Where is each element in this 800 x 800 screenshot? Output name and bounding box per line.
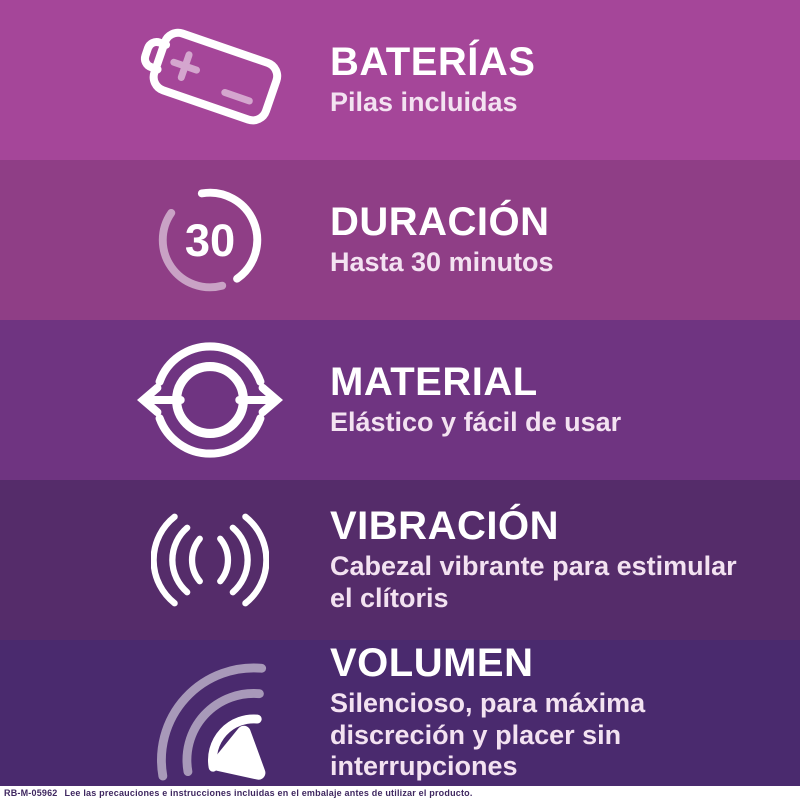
- disclaimer-text: Lee las precauciones e instrucciones inc…: [64, 788, 473, 798]
- feature-row-duracion: 30 DURACIÓN Hasta 30 minutos: [0, 160, 800, 320]
- low-volume-speaker-icon: [105, 644, 315, 782]
- feature-text-duracion: DURACIÓN Hasta 30 minutos: [315, 202, 760, 279]
- feature-title: BATERÍAS: [330, 39, 536, 84]
- feature-row-volumen: VOLUMEN Silencioso, para máxima discreci…: [0, 640, 800, 786]
- disclaimer-bar: RB-M-05962 Lee las precauciones e instru…: [0, 786, 800, 800]
- feature-subtitle: Pilas incluidas: [330, 86, 518, 117]
- vibration-waves-icon: [105, 498, 315, 622]
- elastic-stretch-icon: [105, 329, 315, 471]
- feature-row-baterias: BATERÍAS Pilas incluidas: [0, 0, 800, 160]
- feature-text-material: MATERIAL Elástico y fácil de usar: [315, 362, 760, 439]
- feature-row-material: MATERIAL Elástico y fácil de usar: [0, 320, 800, 480]
- feature-row-vibracion: VIBRACIÓN Cabezal vibrante para estimula…: [0, 480, 800, 640]
- timer-30-icon: 30: [105, 176, 315, 304]
- feature-text-volumen: VOLUMEN Silencioso, para máxima discreci…: [315, 643, 760, 784]
- product-code: RB-M-05962: [4, 788, 58, 798]
- feature-subtitle: Silencioso, para máxima discreción y pla…: [330, 687, 646, 782]
- feature-title: VIBRACIÓN: [330, 503, 559, 548]
- feature-title: VOLUMEN: [330, 640, 534, 685]
- feature-subtitle: Hasta 30 minutos: [330, 246, 554, 277]
- timer-value: 30: [185, 215, 235, 266]
- feature-title: MATERIAL: [330, 359, 538, 404]
- feature-text-vibracion: VIBRACIÓN Cabezal vibrante para estimula…: [315, 506, 760, 615]
- feature-title: DURACIÓN: [330, 199, 550, 244]
- feature-subtitle: Elástico y fácil de usar: [330, 406, 622, 437]
- feature-subtitle: Cabezal vibrante para estimular el clíto…: [330, 550, 737, 613]
- feature-text-baterias: BATERÍAS Pilas incluidas: [315, 42, 760, 119]
- battery-icon: [105, 19, 315, 141]
